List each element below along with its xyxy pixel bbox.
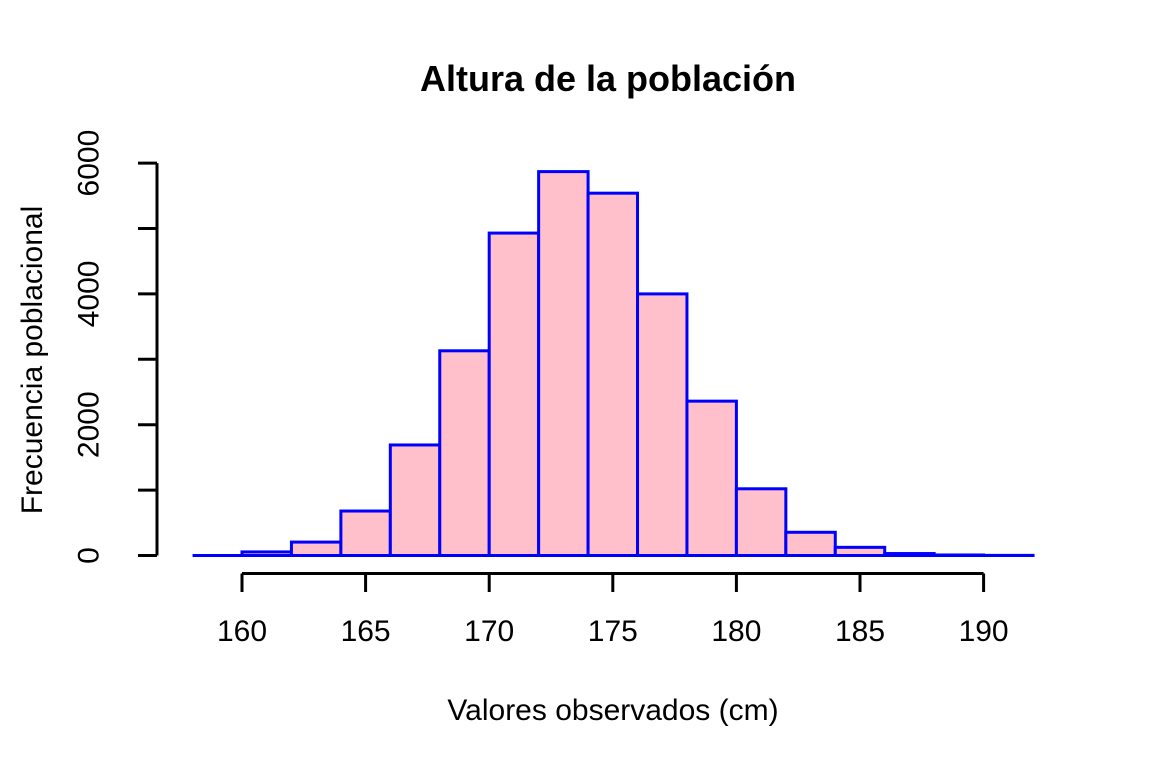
- y-tick-label: 0: [73, 547, 106, 564]
- histogram-bar: [289, 540, 343, 558]
- x-tick-label: 170: [464, 615, 514, 648]
- y-tick-label: 4000: [73, 261, 106, 328]
- histogram-bar: [636, 292, 689, 557]
- histogram-bar: [388, 443, 442, 557]
- histogram-bar: [932, 553, 986, 558]
- x-tick-label: 190: [959, 615, 1009, 648]
- histogram-bar: [240, 550, 293, 558]
- x-tick-label: 160: [217, 615, 267, 648]
- histogram-bar: [734, 487, 788, 557]
- histogram-bar: [784, 530, 837, 558]
- x-tick-label: 175: [588, 615, 638, 648]
- histogram-bar: [487, 231, 541, 557]
- histogram-bar: [883, 552, 936, 558]
- x-tick-label: 165: [341, 615, 391, 648]
- x-tick-label: 180: [711, 615, 761, 648]
- histogram-bar: [586, 191, 640, 558]
- chart-title: Altura de la población: [419, 58, 797, 99]
- y-tick-label: 6000: [73, 130, 106, 197]
- x-axis-label: Valores observados (cm): [447, 694, 779, 727]
- x-tick-label: 185: [835, 615, 885, 648]
- histogram-bar: [833, 545, 887, 558]
- histogram-bar: [339, 509, 392, 558]
- histogram-bar: [438, 349, 491, 557]
- y-tick-label: 2000: [73, 391, 106, 458]
- histogram-bar: [685, 399, 738, 557]
- histogram-bar: [537, 170, 590, 558]
